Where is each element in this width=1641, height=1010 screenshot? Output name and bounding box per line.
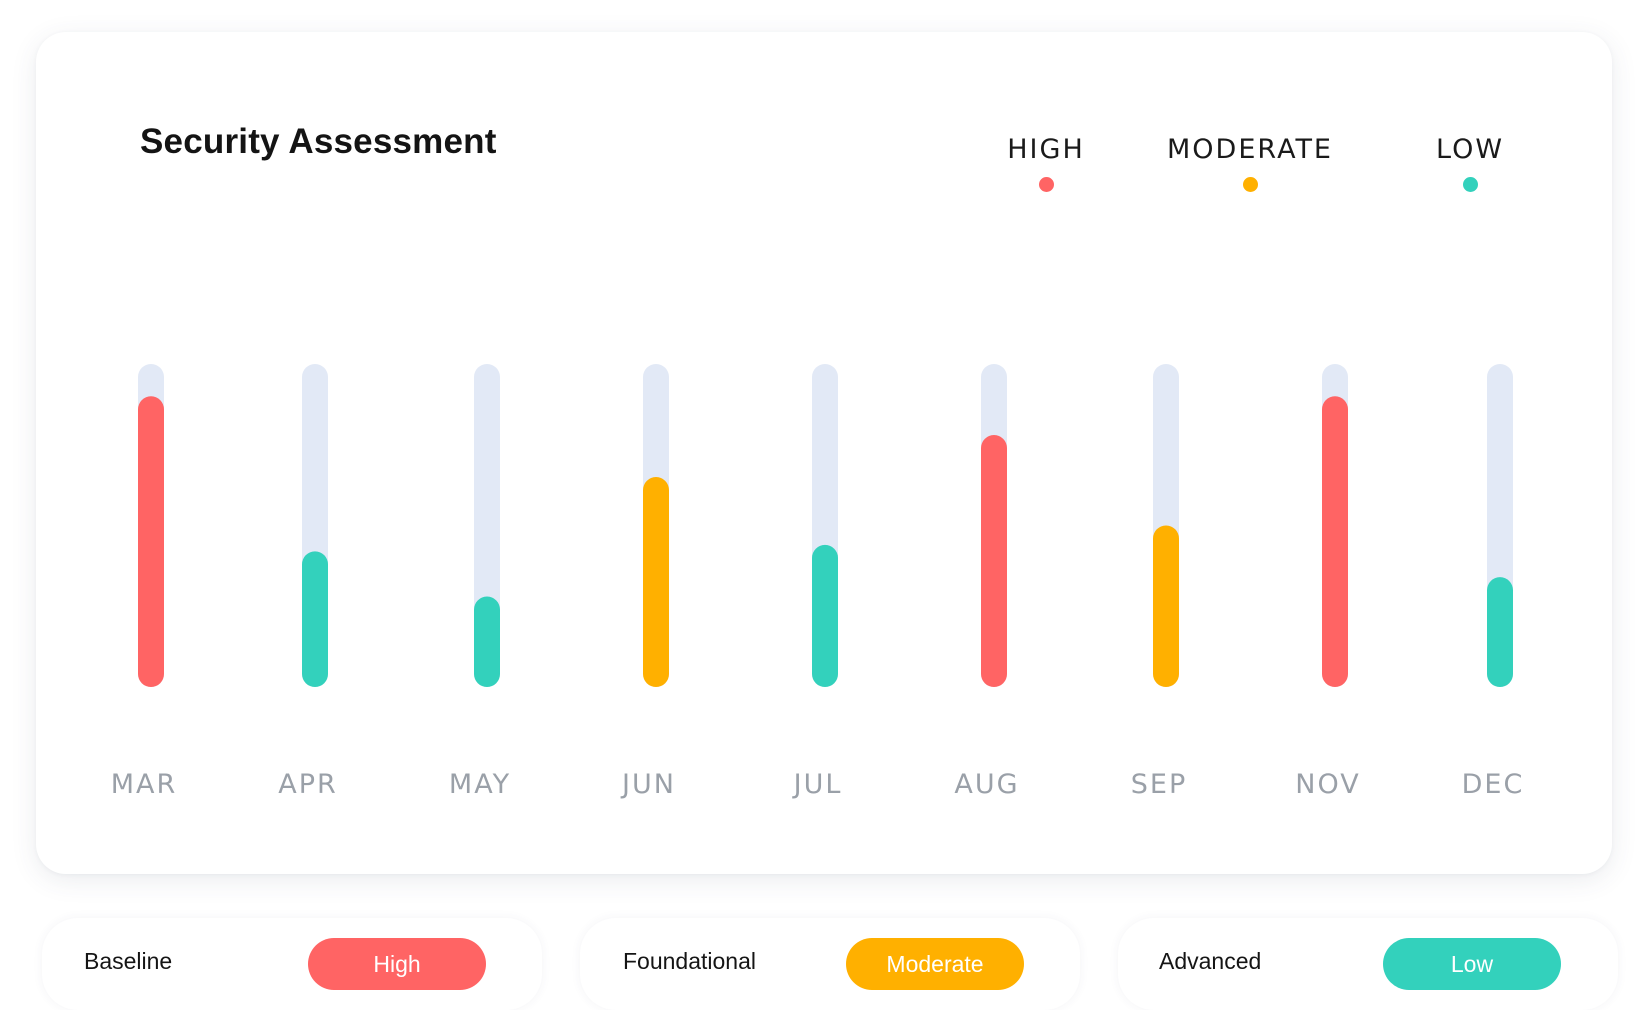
bar-chart: MAR APR MAY JUN JUL AUG SEP NOV DEC xyxy=(111,364,1525,800)
high-badge[interactable]: High xyxy=(308,938,486,990)
bar-sep[interactable] xyxy=(1153,525,1179,688)
x-tick-label-sep: SEP xyxy=(1131,769,1187,800)
tier-label-foundational: Foundational xyxy=(623,948,756,974)
chart-title: Security Assessment xyxy=(140,122,497,161)
x-tick-label-apr: APR xyxy=(278,769,338,800)
legend-dot-high-icon xyxy=(1038,177,1054,192)
legend-label-low: LOW xyxy=(1435,134,1505,165)
x-tick-label-mar: MAR xyxy=(111,769,178,800)
x-tick-label-dec: DEC xyxy=(1462,769,1525,800)
bar-jun[interactable] xyxy=(643,477,669,687)
bar-may[interactable] xyxy=(474,596,500,687)
tier-label-advanced: Advanced xyxy=(1159,948,1262,974)
legend-dot-moderate-icon xyxy=(1242,177,1258,192)
x-tick-label-may: MAY xyxy=(449,769,511,800)
legend-item-high: HIGH xyxy=(986,134,1106,192)
legend-label-high: HIGH xyxy=(1007,134,1085,165)
bar-nov[interactable] xyxy=(1322,396,1348,687)
legend-dot-low-icon xyxy=(1462,177,1478,192)
moderate-badge[interactable]: Moderate xyxy=(846,938,1024,990)
x-tick-label-jul: JUL xyxy=(792,769,843,800)
x-tick-label-nov: NOV xyxy=(1295,769,1360,800)
tier-label-baseline: Baseline xyxy=(84,948,173,974)
bar-jul[interactable] xyxy=(812,544,838,687)
legend-item-moderate: MODERATE xyxy=(1130,134,1370,192)
bar-apr[interactable] xyxy=(302,551,328,687)
bar-aug[interactable] xyxy=(981,435,1007,687)
legend-item-low: LOW xyxy=(1420,134,1520,192)
x-tick-label-jun: JUN xyxy=(620,769,676,800)
legend-label-moderate: MODERATE xyxy=(1167,134,1333,165)
low-badge[interactable]: Low xyxy=(1383,938,1561,990)
bar-dec[interactable] xyxy=(1487,577,1513,687)
bar-mar[interactable] xyxy=(138,396,164,687)
x-tick-label-aug: AUG xyxy=(954,769,1019,800)
